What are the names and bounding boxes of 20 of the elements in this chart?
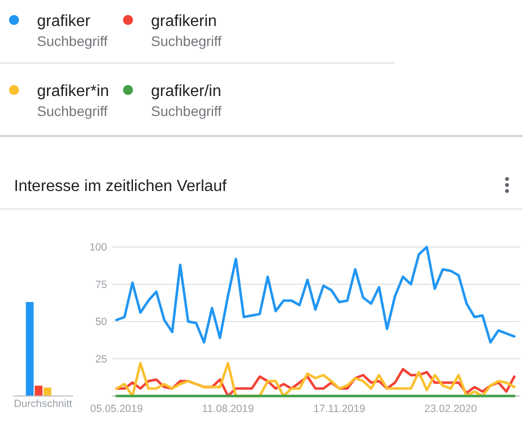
x-tick-label: 11.08.2019 [202, 403, 254, 415]
line-series [115, 362, 516, 398]
y-tick-label: 75 [95, 278, 108, 291]
legend-label: grafikerin [151, 13, 217, 30]
x-tick-label: Durchschnitt [14, 398, 72, 410]
legend-label: grafiker/in [151, 83, 222, 100]
chart-title: Interesse im zeitlichen Verlauf [14, 178, 228, 195]
x-tick-label: 05.05.2019 [90, 403, 143, 415]
x-tick-label: 23.02.2020 [424, 403, 478, 415]
x-tick-label: 17.11.2019 [313, 403, 366, 415]
legend-label: grafiker*in [37, 83, 110, 100]
legend-label: grafiker [37, 13, 92, 30]
y-tick-label: 50 [95, 316, 108, 328]
y-tick-label: 100 [89, 242, 108, 254]
text: Suchbegriff [151, 103, 222, 119]
text: Suchbegriff [37, 103, 108, 119]
text: Suchbegriff [151, 33, 222, 49]
y-tick-label: 25 [95, 353, 108, 366]
line-series [115, 246, 516, 344]
text: Suchbegriff [37, 33, 108, 49]
